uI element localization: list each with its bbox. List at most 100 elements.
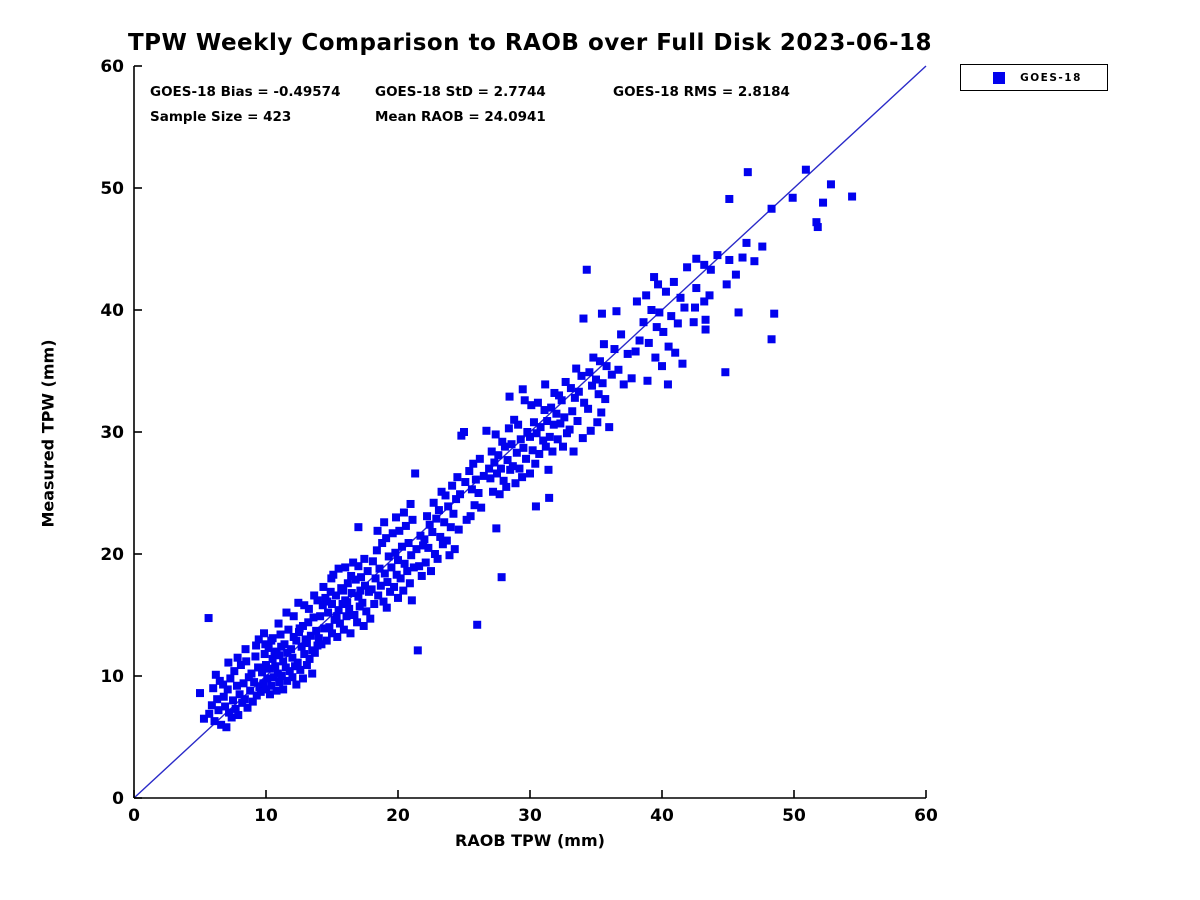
x-axis-label: RAOB TPW (mm) <box>455 831 605 850</box>
scatter-point <box>412 545 421 554</box>
scatter-point <box>673 319 682 328</box>
scatter-point <box>446 523 455 532</box>
scatter-point <box>493 469 501 478</box>
scatter-point <box>520 396 529 405</box>
stat-std: GOES-18 StD = 2.7744 <box>375 84 546 100</box>
x-tick-label: 60 <box>914 806 938 826</box>
scatter-point <box>371 574 380 583</box>
scatter-point <box>450 545 459 554</box>
scatter-point <box>361 581 369 590</box>
scatter-point <box>267 636 276 645</box>
scatter-point <box>539 436 548 445</box>
scatter-point <box>532 429 541 438</box>
scatter-point <box>354 523 363 532</box>
scatter-point <box>631 347 640 356</box>
scatter-point <box>353 618 362 627</box>
scatter-point <box>293 658 302 667</box>
scatter-point <box>423 512 432 521</box>
scatter-point <box>210 717 219 726</box>
scatter-point <box>658 362 666 371</box>
x-tick-label: 50 <box>782 806 806 826</box>
scatter-point <box>491 430 500 439</box>
scatter-point <box>700 297 709 306</box>
scatter-point <box>415 562 424 571</box>
scatter-point <box>347 571 356 580</box>
scatter-point <box>722 280 731 289</box>
scatter-point <box>553 435 562 444</box>
scatter-point <box>502 482 511 491</box>
scatter-point <box>540 406 549 415</box>
x-tick-label: 20 <box>386 806 410 826</box>
scatter-point <box>700 260 709 269</box>
scatter-point <box>323 597 332 606</box>
scatter-point <box>713 251 722 260</box>
x-tick-label: 10 <box>254 806 278 826</box>
scatter-point <box>758 242 767 251</box>
scatter-point <box>689 318 698 327</box>
scatter-point <box>219 680 228 689</box>
scatter-point <box>578 434 587 443</box>
scatter-point <box>204 614 213 623</box>
scatter-point <box>314 634 323 643</box>
scatter-point <box>374 591 383 600</box>
scatter-point <box>304 618 313 627</box>
scatter-point <box>750 257 759 266</box>
scatter-point <box>572 364 581 373</box>
scatter-point <box>523 428 532 436</box>
y-tick-label: 0 <box>112 789 124 809</box>
scatter-point <box>614 365 623 374</box>
scatter-point <box>367 585 376 594</box>
scatter-point <box>654 280 663 289</box>
scatter-point <box>392 513 401 522</box>
scatter-point <box>343 579 352 588</box>
scatter-point <box>258 668 267 677</box>
scatter-point <box>770 309 779 318</box>
scatter-point <box>247 669 256 678</box>
scatter-point <box>692 254 701 263</box>
scatter-point <box>494 451 503 460</box>
scatter-point <box>428 528 437 537</box>
stat-mean-raob: Mean RAOB = 24.0941 <box>375 109 546 125</box>
scatter-point <box>545 432 554 441</box>
scatter-point <box>678 359 687 368</box>
scatter-point <box>436 532 445 541</box>
scatter-point <box>498 437 507 446</box>
scatter-point <box>235 690 244 699</box>
scatter-point <box>380 518 389 527</box>
scatter-point <box>354 592 363 601</box>
scatter-point <box>598 379 607 388</box>
y-tick-label: 10 <box>100 667 124 687</box>
legend-marker-square-icon <box>993 71 1005 84</box>
scatter-point <box>659 327 668 336</box>
scatter-point <box>346 629 355 638</box>
scatter-point <box>597 309 606 318</box>
scatter-point <box>209 684 218 693</box>
scatter-point <box>409 563 418 572</box>
scatter-point <box>350 611 359 619</box>
scatter-point <box>725 194 734 203</box>
scatter-point <box>370 600 379 609</box>
x-tick-label: 30 <box>518 806 542 826</box>
scatter-point <box>522 454 531 463</box>
scatter-point <box>527 401 536 410</box>
scatter-point <box>276 630 285 639</box>
scatter-point <box>550 388 559 397</box>
scatter-point <box>354 562 363 571</box>
scatter-point <box>407 596 416 605</box>
scatter-point <box>767 335 776 344</box>
scatter-point <box>474 489 483 497</box>
scatter-point <box>680 303 689 312</box>
scatter-point <box>529 418 538 427</box>
scatter-point <box>319 582 328 591</box>
scatter-point <box>400 559 409 568</box>
scatter-point <box>497 573 506 582</box>
scatter-point <box>586 426 595 435</box>
scatter-point <box>250 678 259 687</box>
scatter-point <box>401 521 410 530</box>
scatter-point <box>801 165 810 174</box>
scatter-point <box>721 368 730 377</box>
scatter-point <box>589 353 598 362</box>
scatter-point <box>420 535 429 544</box>
scatter-point <box>375 564 384 573</box>
